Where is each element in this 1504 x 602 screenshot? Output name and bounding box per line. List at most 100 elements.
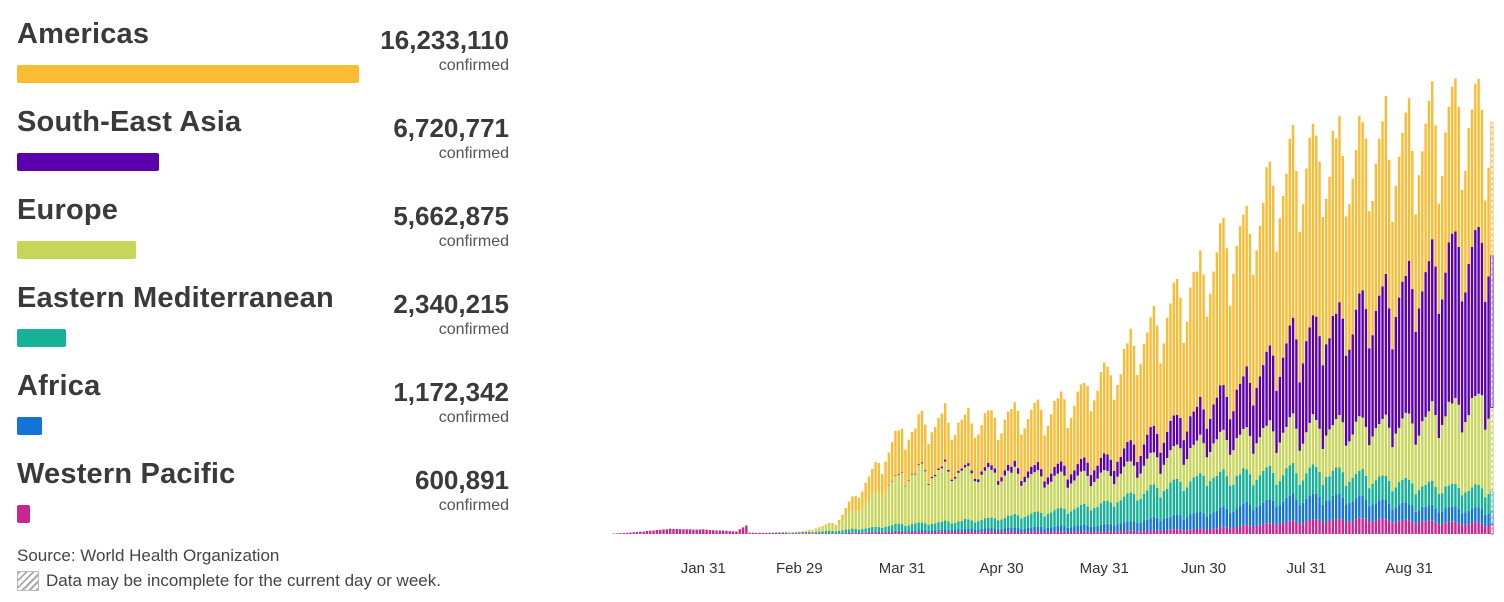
bar-segment-europe xyxy=(1149,452,1152,485)
bar-segment-south-east-asia xyxy=(1427,261,1431,412)
bar-segment-western-pacific xyxy=(1447,521,1450,534)
bar-segment-south-east-asia xyxy=(897,474,900,476)
bar-segment-americas xyxy=(890,442,894,481)
bar-segment-eastern-mediterranean xyxy=(847,529,851,533)
bar-segment-americas xyxy=(1397,156,1401,298)
bar-segment-eastern-mediterranean xyxy=(1225,476,1228,509)
bar-segment-eastern-mediterranean xyxy=(1457,487,1460,509)
bar-segment-western-pacific xyxy=(1013,531,1016,534)
bar-segment-eastern-mediterranean xyxy=(857,529,861,533)
bar-segment-americas xyxy=(1235,245,1238,390)
bar-segment-eastern-mediterranean xyxy=(1348,481,1351,503)
bar-segment-americas xyxy=(1361,122,1364,291)
bar-segment-americas xyxy=(1116,384,1119,462)
bar-segment-americas xyxy=(1159,363,1162,453)
bar-segment-europe xyxy=(1122,466,1126,497)
bar-segment-africa xyxy=(1252,510,1255,527)
bar-segment-western-pacific xyxy=(655,529,659,534)
bar-segment-western-pacific xyxy=(1252,526,1255,534)
bar-segment-western-pacific xyxy=(1371,520,1374,534)
bar-segment-western-pacific xyxy=(1010,531,1013,534)
bar-segment-americas xyxy=(1086,386,1089,463)
bar-segment-eastern-mediterranean xyxy=(983,518,987,529)
bar-segment-europe xyxy=(857,511,861,530)
bar-segment-europe xyxy=(1421,421,1424,487)
bar-segment-south-east-asia xyxy=(1447,242,1450,402)
bar-segment-europe xyxy=(1063,475,1066,509)
bar-segment-americas xyxy=(1414,214,1417,333)
bar-segment-western-pacific xyxy=(1272,523,1275,534)
bar-segment-western-pacific xyxy=(1066,532,1069,534)
bar-segment-europe xyxy=(1454,397,1457,484)
bar-segment-americas xyxy=(1450,86,1454,234)
bar-segment-eastern-mediterranean xyxy=(1093,508,1096,527)
bar-segment-eastern-mediterranean xyxy=(1020,518,1023,529)
bar-segment-eastern-mediterranean xyxy=(924,523,927,531)
bar-segment-africa xyxy=(1149,518,1152,531)
bar-segment-south-east-asia xyxy=(1421,291,1424,422)
bar-segment-eastern-mediterranean xyxy=(1175,478,1179,515)
bar-segment-americas xyxy=(1308,137,1311,328)
bar-segment-africa xyxy=(960,529,963,532)
bar-segment-americas xyxy=(1354,149,1358,310)
bar-segment-europe xyxy=(1437,438,1441,495)
bar-segment-eastern-mediterranean xyxy=(1245,469,1248,502)
bar-segment-western-pacific xyxy=(1139,531,1142,534)
bar-segment-western-pacific xyxy=(834,533,838,534)
bar-segment-africa xyxy=(1099,524,1103,532)
bar-segment-south-east-asia xyxy=(1318,336,1321,429)
bar-segment-europe xyxy=(1315,420,1318,467)
bar-segment-africa xyxy=(1480,509,1484,524)
bar-segment-americas xyxy=(1010,408,1013,467)
bar-segment-africa xyxy=(1427,505,1431,521)
bar-segment-americas xyxy=(1281,195,1285,358)
bar-segment-south-east-asia xyxy=(990,465,993,470)
bar-segment-europe xyxy=(811,530,814,533)
bar-segment-europe xyxy=(1192,444,1195,478)
bar-segment-western-pacific xyxy=(1205,529,1209,534)
bar-segment-americas xyxy=(1202,274,1205,410)
bar-segment-western-pacific xyxy=(1421,521,1424,534)
bar-segment-western-pacific xyxy=(1308,519,1311,534)
bar-segment-eastern-mediterranean xyxy=(1189,481,1192,515)
bar-segment-western-pacific xyxy=(1179,529,1182,534)
bar-segment-eastern-mediterranean xyxy=(881,527,884,533)
bar-segment-eastern-mediterranean xyxy=(1132,494,1136,522)
bar-segment-europe xyxy=(1268,420,1272,466)
bar-segment-south-east-asia xyxy=(1480,242,1484,396)
bar-segment-western-pacific xyxy=(1096,531,1099,534)
bar-segment-south-east-asia xyxy=(1334,313,1338,420)
bar-segment-europe xyxy=(1020,485,1023,519)
bar-segment-americas xyxy=(1043,435,1046,482)
bar-segment-western-pacific xyxy=(1467,524,1470,534)
bar-segment-europe xyxy=(851,510,854,529)
bar-segment-western-pacific xyxy=(1225,527,1228,534)
bar-segment-eastern-mediterranean xyxy=(1016,515,1020,528)
bar-segment-western-pacific xyxy=(675,528,678,534)
bar-segment-western-pacific xyxy=(735,531,738,534)
bar-segment-europe xyxy=(1467,415,1470,491)
bar-segment-africa xyxy=(1235,508,1238,528)
bar-segment-africa xyxy=(1490,510,1494,525)
bar-segment-europe xyxy=(1381,418,1384,476)
bar-segment-western-pacific xyxy=(1480,523,1484,534)
region-count: 6,720,771 xyxy=(393,113,509,143)
bar-segment-africa xyxy=(1437,512,1441,525)
region-name: South-East Asia xyxy=(17,106,242,138)
bar-segment-africa xyxy=(977,529,980,533)
bar-segment-western-pacific xyxy=(1341,519,1344,534)
bar-segment-europe xyxy=(1407,413,1411,480)
bar-segment-africa xyxy=(1470,508,1474,523)
bar-segment-americas xyxy=(867,476,871,501)
bar-segment-south-east-asia xyxy=(1258,376,1262,438)
bar-segment-americas xyxy=(1341,155,1344,319)
bar-segment-africa xyxy=(881,532,884,533)
bar-segment-europe xyxy=(890,481,894,526)
bar-segment-eastern-mediterranean xyxy=(1050,512,1053,528)
bar-segment-western-pacific xyxy=(1328,521,1331,534)
bar-segment-eastern-mediterranean xyxy=(1099,503,1103,525)
bar-segment-europe xyxy=(1182,464,1185,491)
bar-segment-western-pacific xyxy=(625,532,629,534)
bar-segment-western-pacific xyxy=(1258,525,1262,534)
bar-segment-africa xyxy=(1212,512,1215,529)
